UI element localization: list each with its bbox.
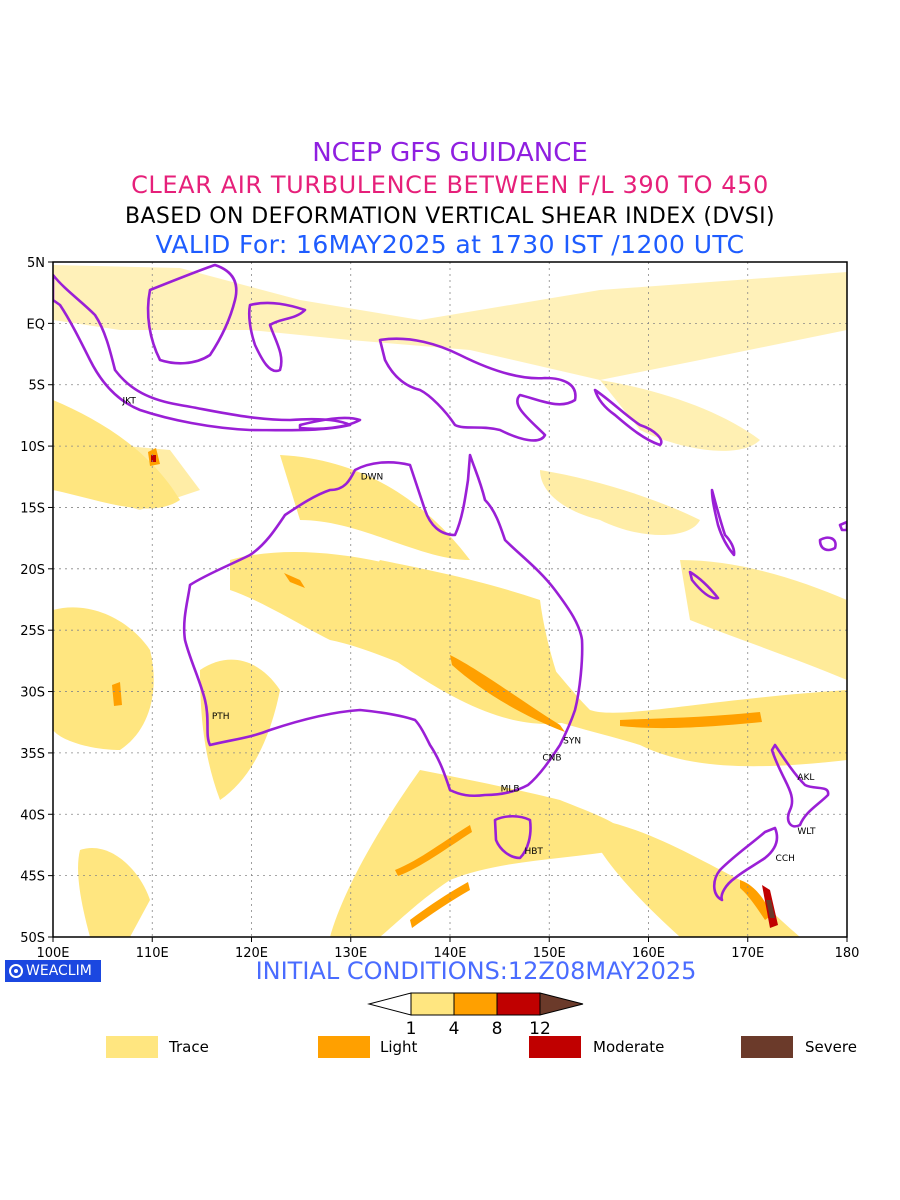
new-caledonia-coastline — [688, 570, 720, 600]
weaclim-badge: WEACLIM — [5, 960, 101, 982]
initial-conditions: INITIAL CONDITIONS:12Z08MAY2025 — [255, 957, 697, 985]
tasmania-coastline — [493, 814, 532, 860]
station-label: DWN — [361, 473, 384, 483]
timor-coastline — [298, 416, 362, 431]
legend-swatch-severe — [741, 1036, 793, 1058]
colorbar-tick-8: 8 — [492, 1019, 503, 1039]
coastline — [53, 263, 847, 902]
y-tick-label: 35S — [20, 747, 45, 762]
legend-swatch-moderate — [529, 1036, 581, 1058]
weaclim-label: WEACLIM — [26, 963, 92, 979]
station-label: WLT — [797, 827, 816, 837]
y-tick-label: 40S — [20, 808, 45, 823]
x-axis-ticks: 100E 110E 120E 130E 140E 150E 160E 170E 180 — [36, 937, 859, 961]
y-tick-label: 30S — [20, 686, 45, 701]
x-tick-label: 170E — [731, 946, 764, 961]
station-label: CNB — [542, 754, 561, 764]
y-tick-label: 5S — [28, 379, 45, 394]
colorbar-tick-4: 4 — [449, 1019, 460, 1039]
y-tick-label: EQ — [27, 317, 45, 332]
title-line-1: NCEP GFS GUIDANCE — [312, 138, 588, 168]
x-tick-label: 140E — [433, 946, 466, 961]
borneo-coastline — [146, 263, 238, 365]
y-tick-label: 15S — [20, 501, 45, 516]
y-tick-label: 45S — [20, 870, 45, 885]
y-tick-label: 5N — [27, 256, 45, 271]
map-grid — [53, 262, 847, 937]
legend-swatch-trace — [106, 1036, 158, 1058]
new-guinea-coastline — [378, 337, 577, 442]
station-label: PTH — [212, 712, 230, 722]
sulawesi-coastline — [247, 301, 307, 373]
y-tick-label: 25S — [20, 624, 45, 639]
colorbar-segment-light — [453, 992, 498, 1016]
y-tick-label: 10S — [20, 440, 45, 455]
colorbar: 1 4 8 12 — [367, 992, 584, 1039]
legend-label-trace: Trace — [169, 1038, 209, 1056]
title-line-2: CLEAR AIR TURBULENCE BETWEEN F/L 390 TO … — [131, 171, 769, 199]
x-tick-label: 110E — [136, 946, 169, 961]
station-label: JKT — [121, 396, 136, 406]
colorbar-tick-12: 12 — [529, 1019, 551, 1039]
colorbar-upper-arrow — [539, 992, 584, 1016]
title-line-3: BASED ON DEFORMATION VERTICAL SHEAR INDE… — [124, 204, 776, 229]
legend-label-severe: Severe — [805, 1038, 857, 1056]
legend-swatch-light — [318, 1036, 370, 1058]
colorbar-segment-moderate — [496, 992, 541, 1016]
y-tick-label: 20S — [20, 563, 45, 578]
fiji-coastline — [818, 520, 847, 552]
new-zealand-north-coastline — [770, 743, 830, 828]
australia-coastline — [182, 453, 584, 798]
y-axis-ticks: 5N EQ 5S 10S 15S 20S 25S 30S 35S 40S 45S 50S — [20, 256, 53, 946]
station-label: AKL — [797, 773, 814, 783]
y-tick-label: 50S — [20, 931, 45, 946]
station-label: CCH — [776, 854, 795, 864]
new-zealand-south-coastline — [712, 826, 779, 902]
station-label: MLB — [501, 784, 520, 794]
x-tick-label: 120E — [235, 946, 268, 961]
x-tick-label: 100E — [36, 946, 69, 961]
valid-time: VALID For: 16MAY2025 at 1730 IST /1200 U… — [155, 230, 745, 259]
weaclim-logo-icon — [9, 964, 23, 978]
station-label: HBT — [524, 847, 543, 857]
colorbar-lower-arrow — [367, 992, 412, 1016]
legend-label-moderate: Moderate — [593, 1038, 665, 1056]
x-tick-label: 180 — [835, 946, 860, 961]
vanuatu-coastline — [710, 488, 736, 557]
solomon-islands-coastline — [593, 388, 663, 447]
station-label: SYN — [563, 736, 581, 746]
colorbar-tick-1: 1 — [406, 1019, 417, 1039]
x-tick-label: 150E — [533, 946, 566, 961]
sumatra-java-coastline — [53, 273, 352, 432]
colorbar-segment-trace — [410, 992, 455, 1016]
legend-label-light: Light — [380, 1038, 418, 1056]
x-tick-label: 160E — [632, 946, 665, 961]
x-tick-label: 130E — [334, 946, 367, 961]
